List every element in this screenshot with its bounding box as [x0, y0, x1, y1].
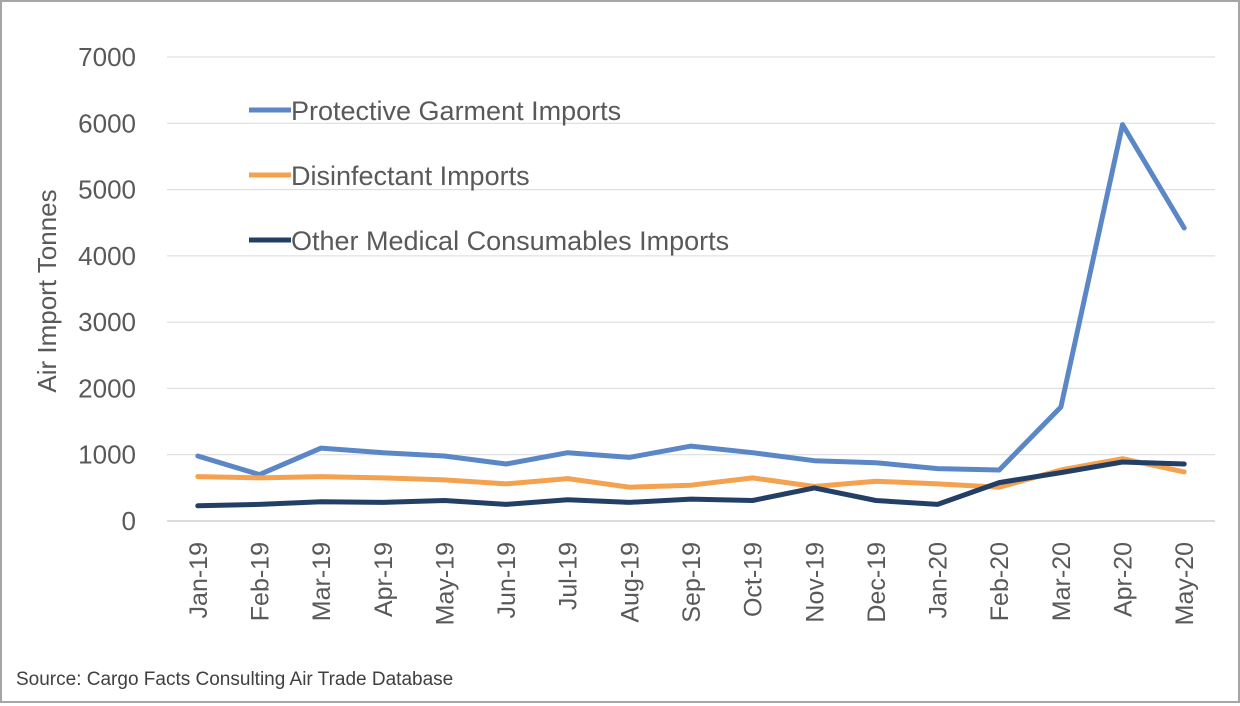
y-tick-label: 1000 — [78, 440, 136, 470]
x-tick-label: May-20 — [1171, 542, 1199, 625]
x-tick-label: Dec-19 — [863, 542, 891, 623]
x-tick-label: Apr-20 — [1110, 542, 1138, 617]
x-axis-ticks: Jan-19 Feb-19 Mar-19 Apr-19 May-19 Jun-19 Jul-… — [185, 542, 1199, 625]
series-line-disinfectant — [195, 456, 1187, 490]
legend: Protective Garment Imports Disinfectant I… — [249, 96, 729, 256]
x-tick-label: Aug-19 — [616, 542, 644, 623]
legend-label-protective-garment: Protective Garment Imports — [291, 96, 621, 126]
x-tick-label: Jul-19 — [555, 542, 583, 610]
x-tick-label: Oct-19 — [740, 542, 768, 617]
y-tick-label: 7000 — [78, 42, 136, 72]
series-line-protective-garment — [195, 122, 1187, 478]
y-tick-label: 3000 — [78, 307, 136, 337]
x-tick-label: Jun-19 — [493, 542, 521, 618]
x-tick-label: Nov-19 — [801, 542, 829, 623]
y-tick-label: 0 — [122, 506, 136, 536]
x-tick-label: Mar-20 — [1048, 542, 1076, 621]
legend-label-disinfectant: Disinfectant Imports — [291, 161, 530, 191]
x-tick-label: Apr-19 — [370, 542, 398, 617]
legend-label-other-medical-consumables: Other Medical Consumables Imports — [291, 226, 729, 256]
y-tick-label: 2000 — [78, 373, 136, 403]
y-axis-ticks: 0 1000 2000 3000 4000 5000 6000 7000 — [78, 42, 136, 536]
gridlines — [167, 56, 1215, 522]
x-tick-label: Jan-20 — [925, 542, 953, 618]
source-note: Source: Cargo Facts Consulting Air Trade… — [16, 669, 453, 690]
y-axis-label: Air Import Tonnes — [32, 189, 62, 392]
x-tick-label: May-19 — [431, 542, 459, 625]
y-tick-label: 6000 — [78, 108, 136, 138]
series-line-other-medical-consumables — [195, 459, 1187, 509]
x-tick-label: Sep-19 — [678, 542, 706, 623]
x-tick-label: Mar-19 — [308, 542, 336, 621]
y-tick-label: 5000 — [78, 175, 136, 205]
x-tick-label: Feb-20 — [986, 542, 1014, 621]
y-tick-label: 4000 — [78, 241, 136, 271]
x-tick-label: Jan-19 — [185, 542, 213, 618]
x-tick-label: Feb-19 — [246, 542, 274, 621]
series-lines — [195, 122, 1187, 509]
